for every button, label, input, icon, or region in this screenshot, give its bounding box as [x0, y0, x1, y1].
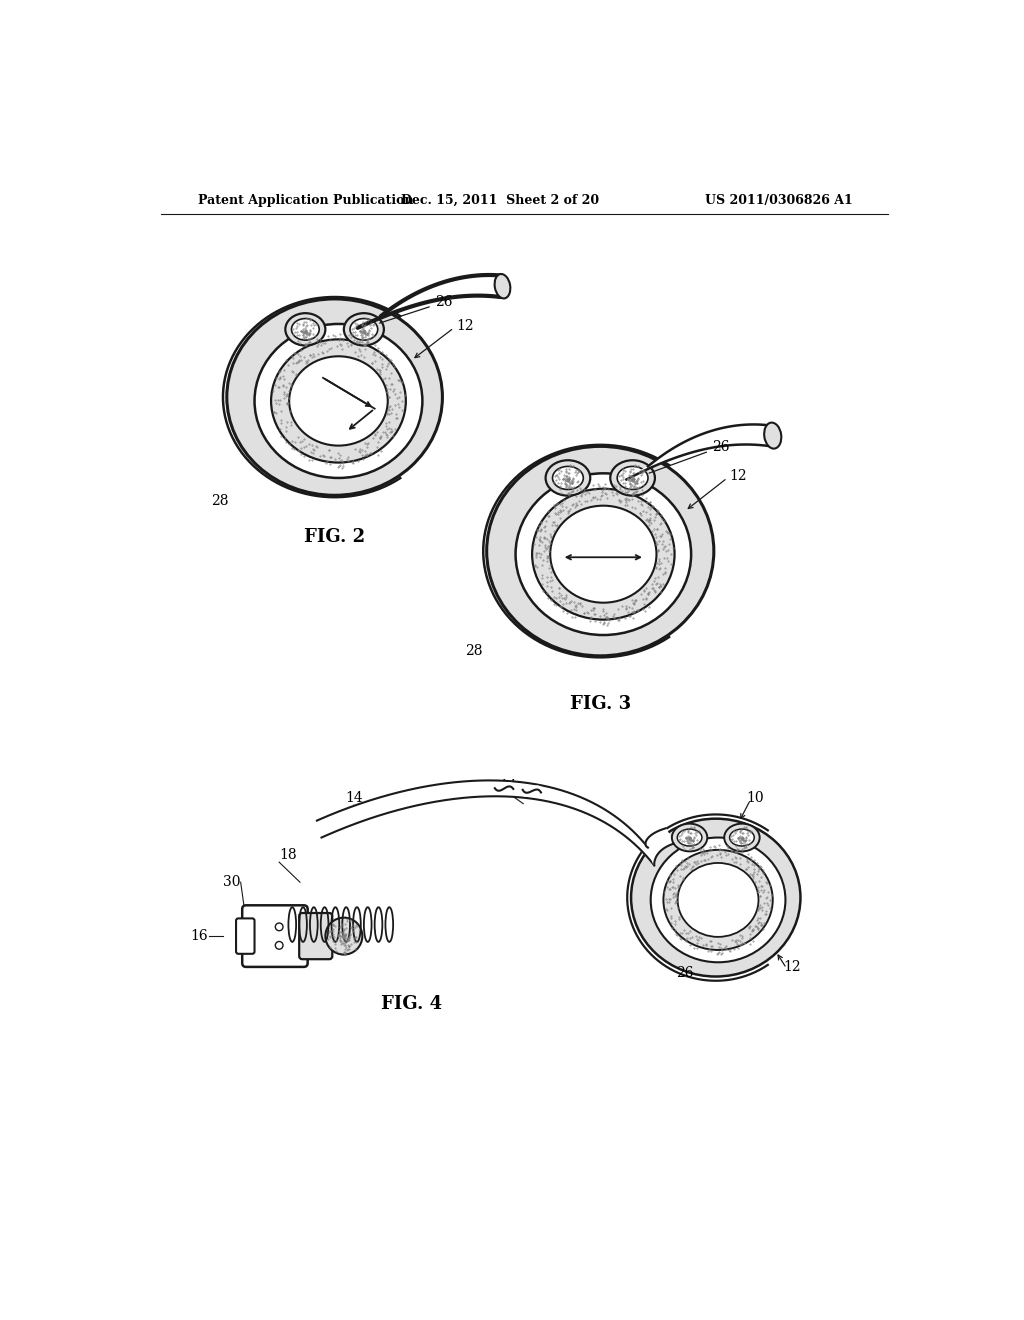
Ellipse shape [617, 466, 648, 490]
Ellipse shape [672, 824, 708, 851]
Ellipse shape [610, 461, 655, 496]
Text: 26: 26 [649, 440, 729, 473]
Ellipse shape [292, 318, 319, 341]
Text: 28: 28 [211, 494, 229, 508]
Ellipse shape [344, 313, 384, 346]
Ellipse shape [664, 850, 773, 950]
Text: 14: 14 [499, 779, 517, 793]
Ellipse shape [271, 339, 406, 462]
Ellipse shape [286, 313, 326, 346]
Ellipse shape [515, 474, 691, 635]
Text: 16: 16 [189, 929, 208, 942]
Ellipse shape [724, 824, 760, 851]
Circle shape [275, 923, 283, 931]
Ellipse shape [553, 466, 584, 490]
Polygon shape [357, 275, 500, 327]
Text: Dec. 15, 2011  Sheet 2 of 20: Dec. 15, 2011 Sheet 2 of 20 [401, 194, 599, 207]
FancyBboxPatch shape [243, 906, 307, 966]
Polygon shape [645, 829, 674, 866]
Ellipse shape [289, 356, 388, 446]
Text: 30: 30 [223, 875, 241, 890]
Text: Patent Application Publication: Patent Application Publication [199, 194, 414, 207]
Text: 18: 18 [280, 849, 297, 862]
Ellipse shape [730, 829, 755, 846]
Ellipse shape [764, 422, 781, 449]
FancyBboxPatch shape [299, 913, 333, 960]
Polygon shape [316, 780, 654, 866]
Text: 12: 12 [783, 960, 801, 974]
Ellipse shape [495, 275, 510, 298]
Ellipse shape [650, 837, 785, 962]
Text: 12: 12 [457, 319, 474, 333]
Text: FIG. 2: FIG. 2 [304, 528, 366, 546]
Text: 26: 26 [380, 296, 453, 323]
Text: 14: 14 [345, 791, 362, 804]
Ellipse shape [550, 506, 656, 603]
Ellipse shape [678, 863, 759, 937]
Ellipse shape [532, 488, 675, 619]
Ellipse shape [677, 829, 701, 846]
Ellipse shape [350, 318, 378, 341]
Circle shape [275, 941, 283, 949]
Text: 34: 34 [309, 936, 327, 949]
Ellipse shape [631, 818, 801, 977]
Ellipse shape [226, 298, 442, 495]
Ellipse shape [255, 323, 422, 478]
FancyBboxPatch shape [237, 919, 255, 954]
Text: 26: 26 [676, 966, 693, 979]
Text: 10: 10 [746, 791, 764, 804]
Polygon shape [627, 425, 771, 479]
Text: FIG. 4: FIG. 4 [381, 995, 442, 1012]
Ellipse shape [486, 446, 714, 656]
Text: 12: 12 [730, 470, 748, 483]
Circle shape [326, 917, 362, 954]
Text: US 2011/0306826 A1: US 2011/0306826 A1 [706, 194, 853, 207]
Ellipse shape [546, 461, 590, 496]
Text: 28: 28 [466, 644, 483, 659]
Text: FIG. 3: FIG. 3 [569, 694, 631, 713]
